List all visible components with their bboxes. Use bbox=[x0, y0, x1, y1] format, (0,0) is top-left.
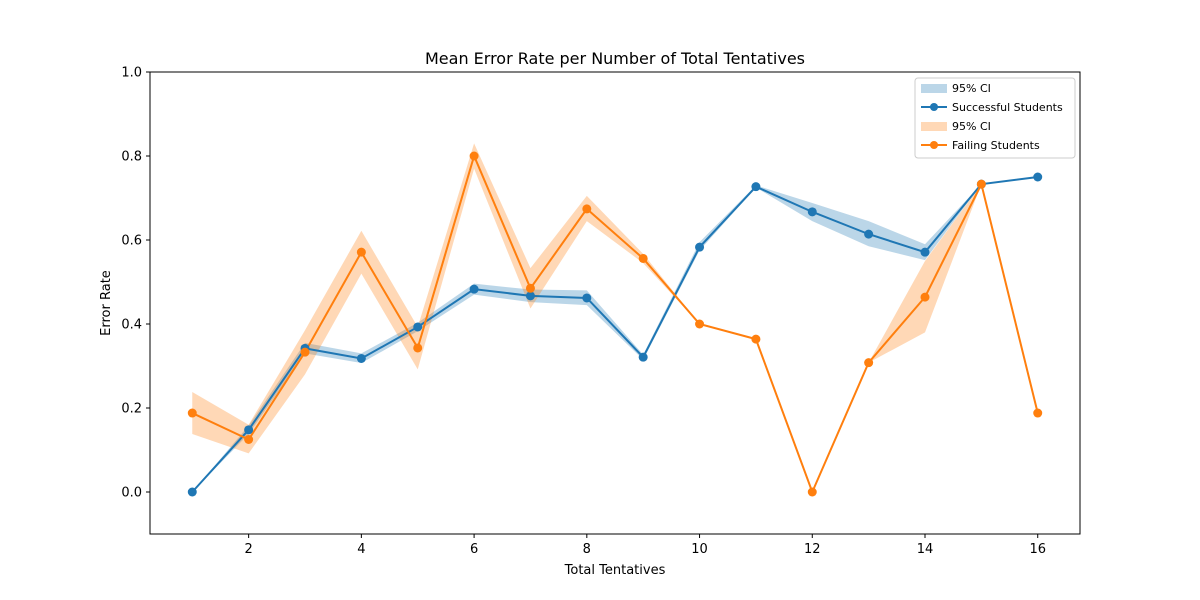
failing-data-point bbox=[469, 151, 479, 161]
legend-successful-line-label: Successful Students bbox=[952, 101, 1063, 114]
successful-data-point bbox=[1033, 172, 1043, 182]
x-tick-label: 4 bbox=[357, 542, 365, 557]
legend-box bbox=[914, 77, 1076, 159]
x-tick-label: 12 bbox=[804, 542, 821, 557]
failing-data-point bbox=[300, 347, 310, 357]
failing-data-point bbox=[920, 292, 930, 302]
failing-data-point bbox=[356, 247, 366, 257]
y-tick-label: 0.4 bbox=[121, 318, 142, 333]
failing-data-point bbox=[582, 204, 592, 214]
successful-data-point bbox=[864, 229, 874, 239]
successful-data-point bbox=[807, 207, 817, 217]
legend-failing-ci-swatch bbox=[921, 122, 947, 131]
failing-ci-band bbox=[192, 143, 1038, 492]
successful-data-point bbox=[582, 293, 592, 303]
series-points bbox=[187, 151, 1043, 497]
failing-data-point bbox=[751, 334, 761, 344]
x-tick-label: 10 bbox=[691, 542, 708, 557]
x-tick-label: 16 bbox=[1029, 542, 1046, 557]
y-tick-label: 0.6 bbox=[121, 234, 142, 249]
y-axis: 0.0 0.2 0.4 0.6 0.8 1.0 bbox=[121, 66, 150, 501]
successful-data-point bbox=[413, 322, 423, 332]
series-lines bbox=[191, 153, 1039, 495]
failing-data-point bbox=[864, 358, 874, 368]
failing-data-point bbox=[807, 487, 817, 497]
x-tick-label: 2 bbox=[244, 542, 252, 557]
successful-data-point bbox=[695, 242, 705, 252]
legend: 95% CI Successful Students 95% CI Failing S… bbox=[914, 77, 1076, 159]
successful-data-point bbox=[525, 291, 535, 301]
failing-data-point bbox=[244, 435, 254, 444]
failing-data-point bbox=[413, 343, 423, 353]
failing-data-point bbox=[976, 179, 986, 189]
legend-failing-marker bbox=[930, 141, 938, 149]
failing-data-point bbox=[1033, 408, 1043, 418]
y-tick-label: 0.2 bbox=[121, 402, 142, 417]
x-axis-label: Total Tentatives bbox=[564, 563, 666, 578]
legend-successful-ci-label: 95% CI bbox=[952, 82, 991, 95]
successful-data-point bbox=[356, 353, 366, 363]
y-tick-label: 0.8 bbox=[121, 150, 142, 165]
failing-data-point bbox=[695, 319, 705, 329]
successful-data-point bbox=[638, 352, 648, 362]
successful-data-point bbox=[469, 284, 479, 294]
successful-data-point bbox=[751, 182, 761, 192]
chart-title: Mean Error Rate per Number of Total Tent… bbox=[425, 49, 805, 68]
successful-series-line bbox=[191, 176, 1038, 493]
x-tick-label: 14 bbox=[917, 542, 934, 557]
failing-data-point bbox=[638, 253, 648, 263]
y-tick-label: 1.0 bbox=[121, 66, 142, 81]
successful-data-point bbox=[187, 487, 197, 497]
legend-successful-marker bbox=[930, 103, 938, 111]
successful-data-point bbox=[244, 425, 254, 435]
legend-failing-line-label: Failing Students bbox=[952, 139, 1040, 152]
failing-data-point bbox=[525, 283, 535, 293]
plot-frame bbox=[149, 71, 1081, 535]
legend-successful-ci-swatch bbox=[921, 84, 947, 93]
successful-data-point bbox=[920, 247, 930, 257]
legend-failing-ci-label: 95% CI bbox=[952, 120, 991, 133]
ci-bands bbox=[192, 143, 1038, 492]
y-tick-label: 0.0 bbox=[121, 486, 142, 501]
x-tick-label: 6 bbox=[470, 542, 478, 557]
y-axis-label: Error Rate bbox=[99, 270, 114, 336]
x-axis: 2 4 6 8 10 12 14 16 bbox=[244, 534, 1046, 557]
x-tick-label: 8 bbox=[583, 542, 591, 557]
failing-series-line bbox=[191, 153, 1039, 495]
failing-data-point bbox=[187, 408, 197, 418]
